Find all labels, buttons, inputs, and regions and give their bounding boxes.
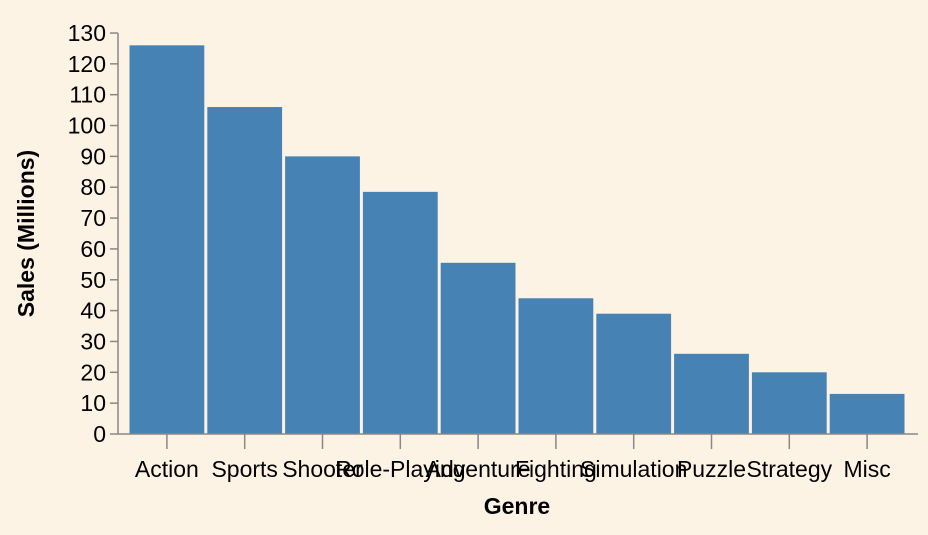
y-tick-label: 20 [80,359,106,385]
y-tick-label: 0 [93,421,106,447]
bar-adventure [440,262,516,434]
x-axis-title: Genre [484,493,550,519]
bar-strategy [751,372,827,434]
x-tick-label: Shooter [282,456,363,482]
bar-role-playing [362,191,438,434]
y-tick-label: 120 [68,51,106,77]
y-tick-label: 60 [80,236,106,262]
y-tick-label: 70 [80,205,106,231]
bar-simulation [596,313,672,434]
bar-action [129,45,205,434]
x-tick-label: Puzzle [677,456,746,482]
y-tick-label: 100 [68,113,106,139]
y-axis-title: Sales (Millions) [13,150,39,317]
bar-sports [207,107,283,435]
y-tick-label: 90 [80,143,106,169]
x-tick-label: Role-Playing [335,456,465,482]
bars-group [129,45,905,435]
y-tick-label: 110 [69,82,106,108]
x-tick-label: Simulation [580,456,687,482]
y-tick-label: 40 [80,298,106,324]
bar-misc [829,393,905,434]
bar-shooter [285,156,360,434]
y-axis: 0 10 20 30 40 50 60 70 80 90 100 110 120 130 [68,20,119,447]
x-tick-label: Strategy [746,456,832,482]
x-tick-label: Misc [843,456,890,482]
y-tick-label: 10 [80,390,106,416]
y-tick-label: 130 [68,20,106,46]
x-tick-label: Sports [211,456,277,482]
y-tick-label: 30 [80,328,106,354]
bar-puzzle [674,353,749,434]
y-tick-label: 50 [80,267,106,293]
x-axis: Action Sports ShooterRole-PlayingAdventure… [118,433,918,482]
x-tick-label: Action [135,456,199,482]
x-tick-label: Adventure [426,456,531,482]
bar-fighting [518,298,594,434]
y-tick-label: 80 [80,174,106,200]
x-tick-label: Fighting [515,456,597,482]
